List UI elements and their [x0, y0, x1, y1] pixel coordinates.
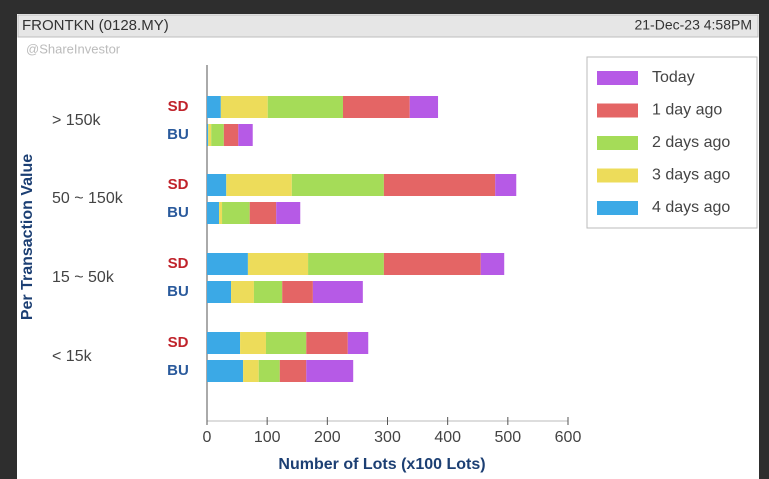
bar-segment	[279, 360, 307, 382]
row-label: BU	[167, 126, 189, 143]
bar-segment	[276, 202, 301, 224]
bar-segment	[207, 360, 244, 382]
bar-segment	[207, 253, 248, 275]
bar-segment	[249, 202, 277, 224]
bar-segment	[495, 174, 517, 196]
x-tick-label: 600	[555, 429, 582, 446]
y-axis-title: Per Transaction Value	[19, 154, 36, 320]
row-label: BU	[167, 204, 189, 221]
bar-segment	[247, 253, 309, 275]
bar-segment	[282, 281, 313, 303]
bar-segment	[480, 253, 505, 275]
bar-segment	[207, 124, 209, 146]
bar-segment	[231, 281, 254, 303]
x-tick-label: 200	[314, 429, 341, 446]
legend-label: 1 day ago	[652, 102, 722, 119]
row-label: SD	[168, 255, 189, 272]
category-label: < 15k	[52, 348, 93, 365]
header-bar	[17, 14, 759, 38]
bar-segment	[383, 253, 481, 275]
bar-segment	[240, 332, 266, 354]
legend-swatch	[597, 71, 638, 85]
bar-segment	[308, 253, 384, 275]
category-label: > 150k	[52, 112, 101, 129]
chart-title: FRONTKN (0128.MY)	[22, 17, 169, 34]
bar-segment	[207, 174, 227, 196]
bar-segment	[267, 96, 343, 118]
bar-segment	[220, 96, 268, 118]
x-tick-label: 500	[494, 429, 521, 446]
watermark: @ShareInvestor	[26, 41, 121, 56]
category-label: 15 ~ 50k	[52, 269, 115, 286]
x-tick-label: 0	[203, 429, 212, 446]
row-label: SD	[168, 334, 189, 351]
bar-segment	[265, 332, 307, 354]
bar-segment	[306, 332, 348, 354]
row-label: BU	[167, 283, 189, 300]
bar-segment	[291, 174, 384, 196]
bar-segment	[207, 332, 241, 354]
bar-segment	[207, 202, 220, 224]
row-label: SD	[168, 176, 189, 193]
legend-swatch	[597, 168, 638, 183]
bar-segment	[207, 281, 232, 303]
bar-segment	[306, 360, 354, 382]
date: 21-Dec-23 4:58PM	[634, 17, 752, 33]
bar-segment	[211, 124, 224, 146]
legend-swatch	[597, 201, 638, 215]
bar-segment	[219, 202, 223, 224]
legend-label: 4 days ago	[652, 199, 730, 216]
category-label: 50 ~ 150k	[52, 190, 124, 207]
bar-segment	[258, 360, 280, 382]
bar-segment	[342, 96, 410, 118]
bar-segment	[222, 202, 250, 224]
legend-swatch	[597, 136, 638, 150]
bar-segment	[226, 174, 292, 196]
legend-label: 2 days ago	[652, 134, 730, 151]
bar-segment	[207, 96, 221, 118]
x-tick-label: 300	[374, 429, 401, 446]
bar-segment	[243, 360, 259, 382]
x-tick-label: 100	[254, 429, 281, 446]
bar-segment	[312, 281, 363, 303]
row-label: SD	[168, 98, 189, 115]
bar-segment	[208, 124, 212, 146]
legend-swatch	[597, 103, 638, 118]
row-label: BU	[167, 362, 189, 379]
bar-segment	[253, 281, 283, 303]
bar-segment	[409, 96, 439, 118]
x-tick-label: 400	[434, 429, 461, 446]
bar-segment	[238, 124, 253, 146]
bar-segment	[383, 174, 496, 196]
x-axis-title: Number of Lots (x100 Lots)	[278, 456, 485, 473]
legend-label: 3 days ago	[652, 167, 730, 184]
bar-segment	[347, 332, 369, 354]
legend-label: Today	[652, 69, 695, 86]
bar-segment	[223, 124, 239, 146]
